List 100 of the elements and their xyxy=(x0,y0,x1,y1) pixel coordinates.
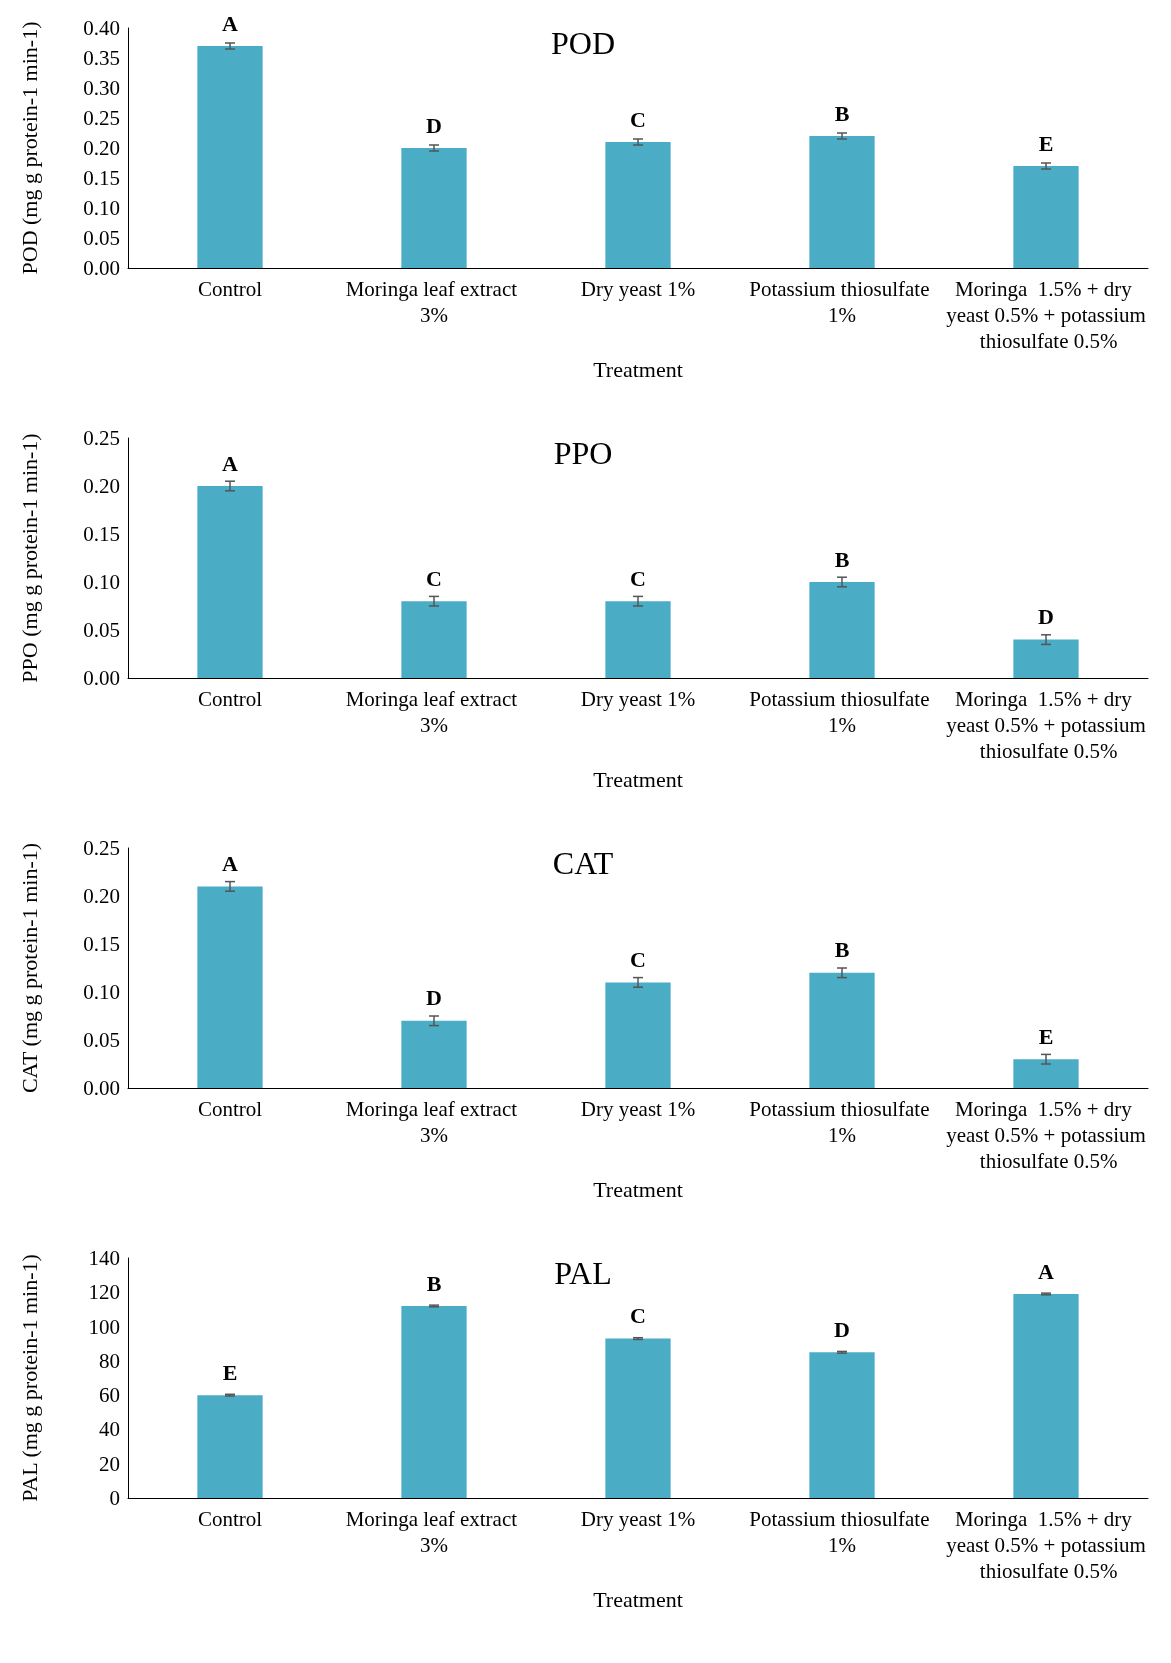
data-label: E xyxy=(222,1359,238,1385)
data-label: D xyxy=(834,1316,850,1342)
bar xyxy=(197,1395,263,1498)
data-label: D xyxy=(426,985,442,1011)
x-axis-title: Treatment xyxy=(593,1177,683,1203)
x-tick-label: Moringa 1.5% + dry yeast 0.5% + potassium thiosulfate 0.5% xyxy=(946,1097,1146,1173)
x-tick-label: Moringa leaf extract 3% xyxy=(345,1507,523,1557)
y-tick-label: 0.25 xyxy=(83,426,120,450)
x-tick-label: Control xyxy=(197,277,263,301)
x-tick-label: Moringa leaf extract 3% xyxy=(345,1097,523,1147)
bar xyxy=(401,1020,467,1088)
bar xyxy=(605,982,671,1088)
bar xyxy=(401,601,467,678)
x-tick-label: Moringa leaf extract 3% xyxy=(345,687,523,737)
bar xyxy=(809,1352,875,1498)
y-tick-label: 0.00 xyxy=(83,666,120,690)
chart-title: CAT xyxy=(552,845,614,881)
y-tick-label: 0.15 xyxy=(83,932,120,956)
chart-title: POD xyxy=(550,25,616,61)
x-tick-label: Dry yeast 1% xyxy=(580,1097,696,1121)
data-label: A xyxy=(222,10,239,36)
data-label: B xyxy=(834,100,850,126)
x-tick-label: Dry yeast 1% xyxy=(580,277,696,301)
y-axis-title: PAL (mg g protein-1 min-1) xyxy=(16,1254,42,1502)
bar xyxy=(809,582,875,678)
y-tick-label: 60 xyxy=(99,1383,120,1408)
x-tick-label: Potassium thiosulfate 1% xyxy=(749,1507,935,1557)
bar xyxy=(401,1306,467,1498)
y-tick-label: 0.25 xyxy=(83,836,120,860)
x-tick-label: Control xyxy=(197,1507,263,1531)
y-tick-label: 0.10 xyxy=(83,196,120,220)
y-tick-label: 0.20 xyxy=(83,884,120,908)
y-tick-label: 0.35 xyxy=(83,46,120,70)
bar xyxy=(1013,1294,1079,1498)
y-tick-label: 0.15 xyxy=(83,166,120,190)
bar xyxy=(197,886,263,1088)
y-axis-title: CAT (mg g protein-1 min-1) xyxy=(16,842,42,1094)
x-tick-label: Control xyxy=(197,687,263,711)
data-label: A xyxy=(222,450,239,476)
y-tick-label: 0.00 xyxy=(83,256,120,280)
y-axis-title: POD (mg g protein-1 min-1) xyxy=(16,21,42,275)
y-tick-label: 80 xyxy=(99,1348,120,1373)
y-axis-title: PPO (mg g protein-1 min-1) xyxy=(16,433,42,683)
chart-title: PAL xyxy=(554,1255,612,1291)
x-tick-label: Moringa 1.5% + dry yeast 0.5% + potassium thiosulfate 0.5% xyxy=(946,1507,1146,1583)
data-label: E xyxy=(1038,130,1054,156)
bar xyxy=(197,486,263,678)
data-label: B xyxy=(834,937,850,963)
x-tick-label: Moringa 1.5% + dry yeast 0.5% + potassium thiosulfate 0.5% xyxy=(946,687,1146,763)
x-tick-label: Potassium thiosulfate 1% xyxy=(749,277,935,327)
x-tick-label: Moringa leaf extract 3% xyxy=(345,277,523,327)
y-tick-label: 0.20 xyxy=(83,136,120,160)
chart-title: PPO xyxy=(553,435,613,471)
bar xyxy=(605,601,671,678)
y-tick-label: 0.05 xyxy=(83,618,120,642)
data-label: C xyxy=(630,565,646,591)
x-axis-title: Treatment xyxy=(593,767,683,793)
y-tick-label: 0.15 xyxy=(83,522,120,546)
bar xyxy=(197,46,263,268)
data-label: C xyxy=(426,565,442,591)
data-label: C xyxy=(630,946,646,972)
data-label: C xyxy=(630,1303,646,1329)
bar xyxy=(809,972,875,1088)
y-tick-label: 0.10 xyxy=(83,980,120,1004)
data-label: C xyxy=(630,106,646,132)
x-tick-label: Dry yeast 1% xyxy=(580,1507,696,1531)
y-tick-label: 140 xyxy=(88,1246,120,1270)
y-tick-label: 0.10 xyxy=(83,570,120,594)
y-tick-label: 0.05 xyxy=(83,226,120,250)
y-tick-label: 0 xyxy=(109,1486,120,1510)
data-label: B xyxy=(834,546,850,572)
data-label: E xyxy=(1038,1023,1054,1049)
y-tick-label: 120 xyxy=(88,1280,120,1305)
y-tick-label: 40 xyxy=(99,1417,120,1442)
y-tick-label: 0.00 xyxy=(83,1076,120,1100)
x-tick-label: Dry yeast 1% xyxy=(580,687,696,711)
data-label: A xyxy=(222,850,239,876)
bar xyxy=(809,136,875,268)
y-tick-label: 20 xyxy=(99,1451,120,1476)
y-tick-label: 0.20 xyxy=(83,474,120,498)
bar xyxy=(401,148,467,268)
bar xyxy=(605,142,671,268)
bar xyxy=(1013,639,1079,678)
y-tick-label: 0.40 xyxy=(83,16,120,40)
bar xyxy=(1013,1059,1079,1088)
x-axis-title: Treatment xyxy=(593,357,683,383)
x-tick-label: Moringa 1.5% + dry yeast 0.5% + potassium thiosulfate 0.5% xyxy=(946,277,1146,353)
y-tick-label: 0.25 xyxy=(83,106,120,130)
data-label: D xyxy=(1038,604,1054,630)
x-tick-label: Potassium thiosulfate 1% xyxy=(749,1097,935,1147)
data-label: A xyxy=(1038,1258,1055,1284)
bar xyxy=(605,1338,671,1498)
y-tick-label: 0.05 xyxy=(83,1028,120,1052)
y-tick-label: 0.30 xyxy=(83,76,120,100)
y-tick-label: 100 xyxy=(88,1314,120,1339)
data-label: B xyxy=(426,1270,442,1296)
x-tick-label: Control xyxy=(197,1097,263,1121)
x-axis-title: Treatment xyxy=(593,1587,683,1613)
data-label: D xyxy=(426,112,442,138)
x-tick-label: Potassium thiosulfate 1% xyxy=(749,687,935,737)
